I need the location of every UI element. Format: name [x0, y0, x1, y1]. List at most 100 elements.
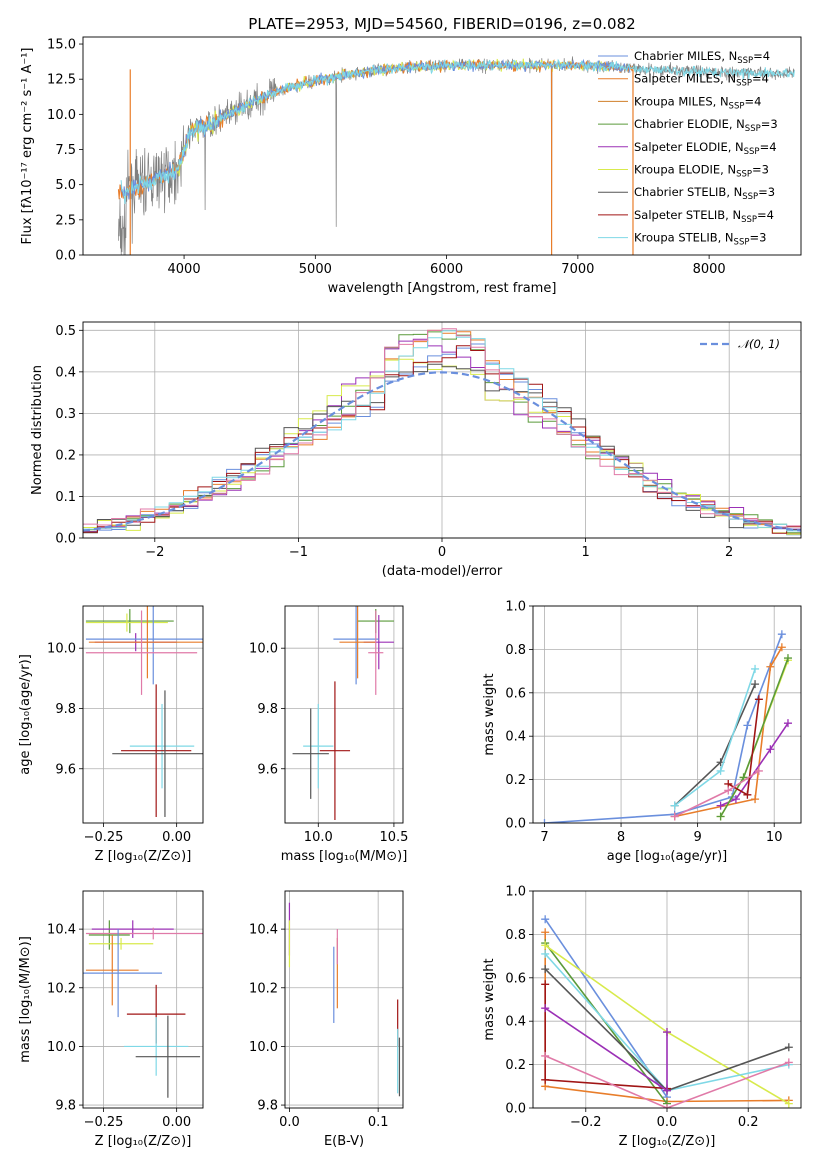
y-tick-label: 0.0 [55, 532, 76, 547]
data-marker [663, 1104, 671, 1108]
plot-area [83, 328, 801, 536]
legend-entry-name: Kroupa ELODIE, N [634, 163, 736, 177]
legend-entry: Kroupa STELIB, NSSP=3 [634, 231, 766, 248]
legend-entry-name: Salpeter STELIB, N [634, 208, 741, 222]
x-tick-label: 1 [581, 545, 589, 560]
data-marker [751, 664, 760, 673]
y-tick-label: 15.0 [47, 38, 76, 53]
plot-area [85, 606, 203, 817]
legend-entry: Kroupa ELODIE, NSSP=3 [634, 163, 769, 180]
legend-entry-subscript: SSP [742, 192, 758, 202]
axes-frame [82, 890, 204, 1109]
legend-entry: Chabrier ELODIE, NSSP=3 [634, 117, 778, 134]
axes-frame [82, 321, 802, 539]
data-point [303, 703, 334, 789]
y-axis-label: Normed distribution [30, 365, 45, 495]
panel-residuals: −2 −1 0 1 2 0.0 0.1 0.2 0.3 0.4 0.5 (data-model)/er… [30, 321, 802, 579]
series-line [544, 1055, 790, 1108]
plot-area [541, 915, 793, 1108]
y-tick-label: 0.4 [505, 1015, 526, 1030]
data-marker [784, 1099, 793, 1108]
model-spectrum-kroupa-stelib [120, 58, 795, 204]
x-axis-label: Z [log₁₀(Z/Z⊙)] [95, 1134, 192, 1149]
legend-entry: Salpeter MILES, NSSP=4 [634, 72, 769, 89]
panel-age_vs_mass: 10.0 10.5 9.6 9.8 10.0 mass [log₁₀(M/M⊙)] [249, 605, 408, 864]
y-tick-label: 1.0 [505, 600, 526, 615]
data-marker [743, 721, 752, 730]
observed-spectrum-line [118, 56, 795, 255]
legend-entry-value: =4 [757, 208, 774, 222]
panel-mass_vs_Z: −0.25 0.00 9.8 10.0 10.2 10.4 Z [log₁₀(Z/Z⊙)] m… [18, 890, 204, 1149]
x-tick-label: 8000 [693, 262, 726, 277]
legend-entry-value: =3 [761, 117, 778, 131]
data-marker [541, 928, 550, 937]
y-tick-label: 0.8 [505, 643, 526, 658]
data-point [88, 920, 130, 950]
y-tick-label: 0.0 [505, 817, 526, 832]
y-tick-label: 0.0 [55, 249, 76, 264]
x-tick-label: −1 [289, 545, 308, 560]
data-marker [716, 766, 725, 775]
y-tick-label: 10.2 [47, 981, 76, 996]
data-point [85, 927, 203, 940]
y-tick-label: 0.2 [505, 773, 526, 788]
plot-area [292, 606, 394, 820]
x-tick-label: 0.00 [162, 830, 191, 845]
y-tick-label: 0.2 [505, 1058, 526, 1073]
data-marker [663, 1086, 671, 1095]
data-point [292, 708, 329, 799]
series-chabrier-miles [540, 630, 786, 823]
y-axis-label: age [log₁₀(age/yr)] [18, 654, 33, 775]
y-axis-label: Flux [fλ10⁻¹⁷ erg cm⁻² s⁻¹ A⁻¹] [20, 48, 35, 245]
data-marker [716, 801, 725, 810]
y-tick-label: 7.5 [55, 143, 76, 158]
x-tick-label: 9 [693, 830, 701, 845]
y-tick-label: 10.0 [249, 642, 278, 657]
axes-frame [532, 605, 802, 824]
data-marker [541, 1075, 550, 1084]
x-tick-label: −2 [145, 545, 164, 560]
x-axis-label: Z [log₁₀(Z/Z⊙)] [95, 849, 192, 864]
x-axis-label: E(B-V) [324, 1134, 364, 1149]
data-marker [716, 812, 725, 821]
x-tick-label: 10 [766, 830, 783, 845]
x-tick-label: 0.0 [279, 1115, 300, 1130]
data-marker [751, 795, 760, 804]
x-tick-label: 7000 [561, 262, 594, 277]
grid [533, 605, 801, 824]
legend-entry-name: Salpeter ELODIE, N [634, 140, 744, 154]
legend-entry-subscript: SSP [729, 101, 745, 111]
data-marker [784, 1043, 793, 1052]
data-marker [784, 1058, 793, 1067]
data-marker [541, 941, 550, 950]
axes-frame [82, 36, 802, 256]
data-marker [731, 795, 740, 804]
series-salpeter-stelib [724, 695, 763, 799]
legend-entry: Salpeter ELODIE, NSSP=4 [634, 140, 777, 157]
y-tick-label: 0.0 [505, 1102, 526, 1117]
series-pink [541, 1051, 793, 1108]
legend-entry-name: Kroupa STELIB, N [634, 231, 734, 245]
data-point [88, 606, 203, 679]
legend-entry: Kroupa MILES, NSSP=4 [634, 94, 761, 111]
y-tick-label: 10.4 [47, 923, 76, 938]
legend-entry: 𝒩(0, 1) [738, 337, 780, 351]
y-tick-label: 1.0 [505, 885, 526, 900]
axes-frame [82, 605, 204, 824]
panel-spectrum: 4000 5000 6000 7000 8000 0.0 2.5 5.0 7.5 10.0 12.5… [20, 15, 802, 296]
x-tick-label: −0.2 [570, 1115, 602, 1130]
y-tick-label: 9.8 [257, 1099, 278, 1114]
y-axis-label: mass [log₁₀(M/M⊙)] [18, 936, 33, 1063]
legend-entry-subscript: SSP [736, 79, 752, 89]
y-tick-label: 9.6 [55, 762, 76, 777]
data-marker [751, 680, 760, 689]
data-marker [670, 812, 679, 821]
grid [285, 606, 403, 823]
data-marker [783, 719, 792, 728]
y-tick-label: 10.2 [249, 981, 278, 996]
x-axis-label: Z [log₁₀(Z/Z⊙)] [619, 1134, 716, 1149]
data-point [135, 1015, 201, 1098]
chart-title: PLATE=2953, MJD=54560, FIBERID=0196, z=0… [248, 15, 635, 33]
panel-age_vs_Z: −0.25 0.00 9.6 9.8 10.0 Z [log₁₀(Z/Z⊙)] age [l… [18, 605, 204, 864]
